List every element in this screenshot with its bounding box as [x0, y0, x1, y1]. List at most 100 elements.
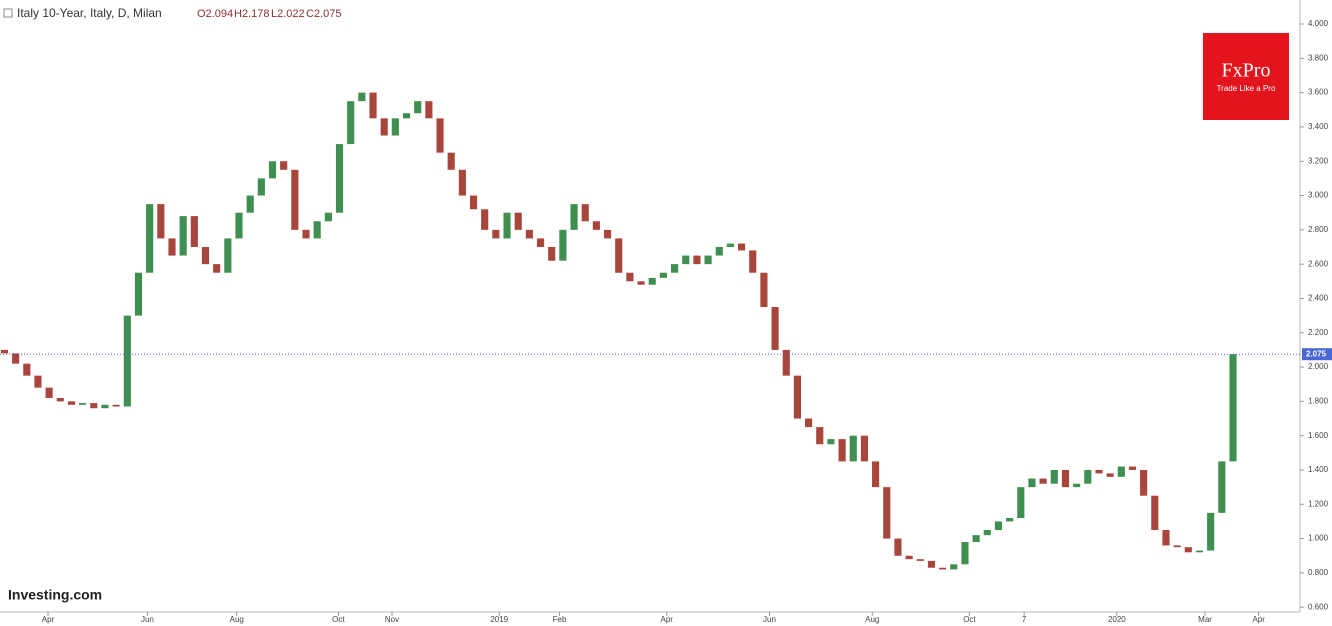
candle-body — [469, 195, 478, 210]
collapse-icon[interactable] — [3, 8, 13, 18]
ohlc-low: L2.022 — [271, 8, 305, 20]
candle-body — [536, 238, 545, 247]
y-tick-label: 1.600 — [1308, 431, 1329, 440]
x-tick-label: Oct — [332, 615, 345, 624]
candle-body — [168, 238, 176, 256]
candle-body — [637, 281, 645, 285]
candle-body — [79, 403, 87, 405]
x-tick-label: Aug — [865, 615, 879, 624]
candle-body — [816, 427, 824, 445]
candle-body — [514, 212, 522, 230]
candle-body — [347, 101, 355, 145]
y-tick-label: 3.400 — [1308, 122, 1329, 131]
x-tick-label: Mar — [1198, 615, 1212, 624]
candle-body — [1173, 545, 1181, 548]
candle-body — [1028, 478, 1036, 488]
candle-body — [570, 204, 578, 230]
candle-body — [101, 404, 109, 409]
logo-brand: FxPro — [1222, 60, 1271, 82]
candle-body — [581, 204, 589, 222]
y-tick-label: 2.000 — [1308, 362, 1329, 371]
candle-body — [760, 272, 768, 308]
candle-body — [1084, 469, 1092, 484]
y-tick-label: 1.800 — [1308, 396, 1329, 405]
logo-tagline: Trade Like a Pro — [1217, 84, 1276, 93]
candle-body — [525, 229, 533, 239]
candle-body — [1128, 466, 1137, 470]
candle-body — [246, 195, 254, 213]
candle-body — [0, 349, 9, 354]
candle-body — [268, 161, 277, 179]
y-tick-label: 3.200 — [1308, 156, 1329, 165]
candle-body — [1184, 547, 1192, 553]
candle-body — [123, 315, 131, 407]
candle-body — [213, 264, 221, 273]
y-tick-label: 2.600 — [1308, 259, 1329, 268]
y-tick-label: 1.000 — [1308, 534, 1329, 543]
candle-body — [872, 461, 880, 488]
candle-body — [447, 152, 455, 170]
candle-body — [503, 212, 511, 239]
candle-body — [916, 559, 924, 561]
candle-body — [414, 101, 422, 114]
candle-body — [201, 246, 210, 265]
y-tick-label: 4.000 — [1308, 19, 1329, 28]
candle-body — [1017, 487, 1025, 519]
candle-body — [838, 439, 846, 462]
candle-body — [659, 272, 667, 278]
x-tick-label: Jun — [141, 615, 154, 624]
candle-body — [704, 255, 712, 265]
candle-body — [45, 387, 53, 398]
x-tick-label: Apr — [42, 615, 55, 624]
last-price-box — [1302, 348, 1332, 361]
x-tick-label: Feb — [553, 615, 567, 624]
candle-body — [961, 542, 969, 565]
candle-body — [615, 238, 623, 273]
y-tick-label: 3.600 — [1308, 88, 1329, 97]
y-tick-label: 0.800 — [1308, 568, 1329, 577]
y-tick-label: 3.000 — [1308, 191, 1329, 200]
candle-body — [90, 403, 98, 409]
candle-body — [559, 229, 567, 261]
x-tick-label: 7 — [1022, 615, 1027, 624]
candle-body — [34, 375, 42, 388]
y-tick-label: 2.200 — [1308, 328, 1329, 337]
candle-body — [849, 435, 857, 462]
candle-body — [67, 401, 76, 405]
candle-body — [626, 272, 634, 282]
candle-body — [715, 246, 723, 256]
candle-body — [335, 144, 344, 213]
last-price-label: 2.075 — [1306, 349, 1327, 358]
candle-body — [224, 238, 232, 273]
candle-body — [302, 229, 310, 239]
x-tick-label: Oct — [963, 615, 976, 624]
candle-body — [235, 212, 243, 239]
candle-body — [782, 349, 790, 376]
candle-body — [972, 535, 980, 543]
y-tick-label: 3.800 — [1308, 53, 1329, 62]
candle-body — [682, 255, 690, 265]
ohlc-open: O2.094 — [197, 8, 233, 20]
candle-body — [950, 564, 958, 570]
candle-body — [112, 404, 120, 407]
candle-body — [313, 221, 321, 239]
candle-body — [458, 169, 466, 196]
candle-body — [402, 113, 411, 119]
candle-body — [146, 204, 154, 273]
chart-title: Italy 10-Year, Italy, D, Milan — [17, 6, 162, 20]
candle-body — [726, 243, 734, 247]
candle-body — [883, 487, 891, 539]
x-tick-label: Jun — [763, 615, 776, 624]
ohlc-close: C2.075 — [306, 8, 341, 20]
candle-body — [425, 101, 433, 119]
candle-body — [749, 250, 757, 273]
candle-body — [905, 555, 913, 560]
x-tick-label: Apr — [661, 615, 674, 624]
candle-body — [1207, 512, 1215, 551]
candle-body — [771, 307, 779, 350]
candle-body — [592, 221, 600, 230]
candle-body — [939, 567, 947, 570]
candle-body — [693, 255, 701, 265]
